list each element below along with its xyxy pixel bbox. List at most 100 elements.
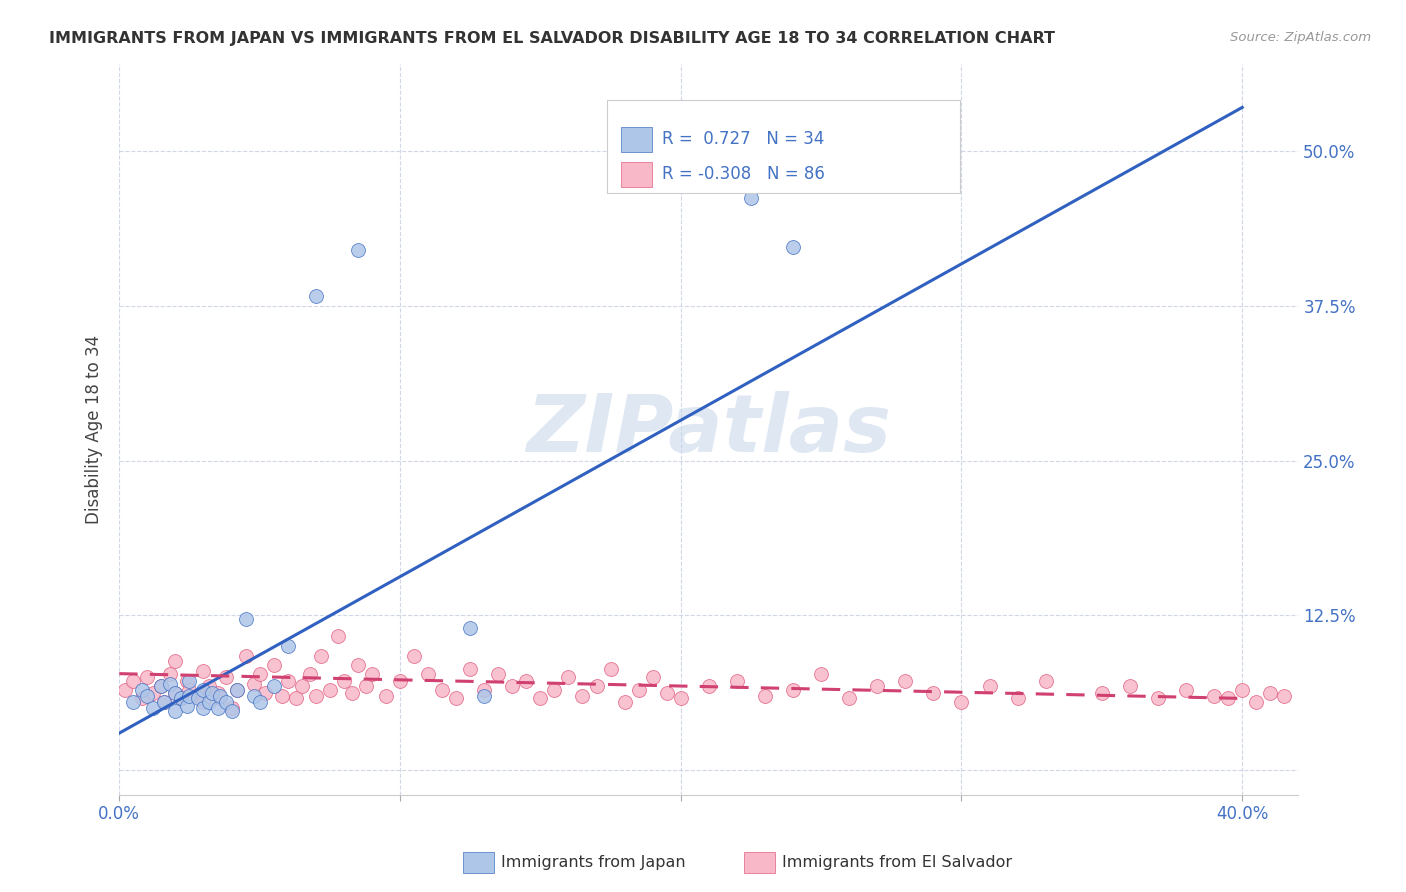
Point bbox=[782, 240, 804, 254]
Point bbox=[347, 243, 370, 257]
Point bbox=[198, 695, 221, 709]
Point bbox=[198, 679, 221, 693]
Point bbox=[142, 701, 165, 715]
Point bbox=[153, 695, 176, 709]
Point bbox=[165, 686, 187, 700]
Point bbox=[291, 679, 314, 693]
Point bbox=[299, 666, 322, 681]
Point bbox=[235, 649, 257, 664]
Text: IMMIGRANTS FROM JAPAN VS IMMIGRANTS FROM EL SALVADOR DISABILITY AGE 18 TO 34 COR: IMMIGRANTS FROM JAPAN VS IMMIGRANTS FROM… bbox=[49, 31, 1056, 46]
Point bbox=[215, 670, 238, 684]
Point bbox=[209, 691, 232, 706]
Point bbox=[243, 676, 266, 690]
Point bbox=[356, 679, 378, 693]
Point bbox=[328, 630, 350, 644]
Point bbox=[458, 662, 481, 676]
Text: ZIPatlas: ZIPatlas bbox=[526, 391, 891, 468]
Point bbox=[342, 686, 364, 700]
Point bbox=[226, 682, 249, 697]
Point bbox=[725, 674, 748, 689]
Point bbox=[599, 662, 621, 676]
Point bbox=[179, 689, 201, 703]
Point bbox=[165, 654, 187, 668]
Point bbox=[641, 670, 664, 684]
Point bbox=[193, 664, 215, 678]
Point bbox=[416, 666, 439, 681]
Point bbox=[375, 689, 398, 703]
Point bbox=[263, 679, 285, 693]
Point bbox=[176, 698, 198, 713]
Point bbox=[305, 689, 328, 703]
Point bbox=[486, 666, 509, 681]
Point bbox=[389, 674, 412, 689]
Point bbox=[193, 701, 215, 715]
Point bbox=[311, 649, 333, 664]
Point bbox=[979, 679, 1001, 693]
Point bbox=[810, 666, 832, 681]
Point bbox=[838, 691, 860, 706]
Point bbox=[529, 691, 551, 706]
Point bbox=[187, 689, 209, 703]
Text: R = -0.308   N = 86: R = -0.308 N = 86 bbox=[662, 165, 825, 184]
Point bbox=[159, 676, 181, 690]
Point bbox=[1218, 691, 1240, 706]
Point bbox=[209, 689, 232, 703]
Point bbox=[254, 686, 277, 700]
Point bbox=[472, 682, 495, 697]
Point bbox=[543, 682, 565, 697]
Point bbox=[150, 679, 173, 693]
Point bbox=[159, 666, 181, 681]
Point bbox=[1272, 689, 1295, 703]
Point bbox=[131, 682, 153, 697]
Point bbox=[207, 686, 229, 700]
Point bbox=[472, 689, 495, 703]
Y-axis label: Disability Age 18 to 34: Disability Age 18 to 34 bbox=[86, 335, 103, 524]
Point bbox=[305, 289, 328, 303]
Point bbox=[333, 674, 356, 689]
Point bbox=[243, 689, 266, 703]
Point bbox=[347, 657, 370, 672]
Point bbox=[515, 674, 537, 689]
Text: Immigrants from El Salvador: Immigrants from El Salvador bbox=[782, 855, 1012, 870]
Point bbox=[430, 682, 453, 697]
Point bbox=[894, 674, 917, 689]
Point bbox=[153, 695, 176, 709]
Point bbox=[1147, 691, 1170, 706]
Point bbox=[165, 686, 187, 700]
Point bbox=[1091, 686, 1114, 700]
Point bbox=[277, 674, 299, 689]
Point bbox=[1175, 682, 1198, 697]
Point bbox=[444, 691, 467, 706]
Point bbox=[669, 691, 692, 706]
Point bbox=[271, 689, 294, 703]
Point bbox=[1258, 686, 1281, 700]
Point bbox=[179, 682, 201, 697]
Point bbox=[922, 686, 945, 700]
Point bbox=[136, 689, 159, 703]
Point bbox=[122, 695, 145, 709]
Point bbox=[1007, 691, 1029, 706]
Point bbox=[176, 674, 198, 689]
Point bbox=[501, 679, 523, 693]
Point bbox=[263, 657, 285, 672]
Point bbox=[740, 191, 762, 205]
Point bbox=[142, 686, 165, 700]
Point bbox=[1244, 695, 1267, 709]
Point bbox=[571, 689, 593, 703]
Point bbox=[165, 704, 187, 718]
Point bbox=[201, 686, 224, 700]
Point bbox=[557, 670, 579, 684]
Point bbox=[207, 701, 229, 715]
Point bbox=[187, 691, 209, 706]
Point bbox=[249, 666, 271, 681]
Point bbox=[627, 682, 650, 697]
Point bbox=[458, 621, 481, 635]
Point bbox=[585, 679, 607, 693]
Point bbox=[215, 695, 238, 709]
Point bbox=[136, 670, 159, 684]
Point bbox=[221, 704, 243, 718]
Point bbox=[402, 649, 425, 664]
Point bbox=[782, 682, 804, 697]
Point bbox=[950, 695, 973, 709]
Point bbox=[226, 682, 249, 697]
